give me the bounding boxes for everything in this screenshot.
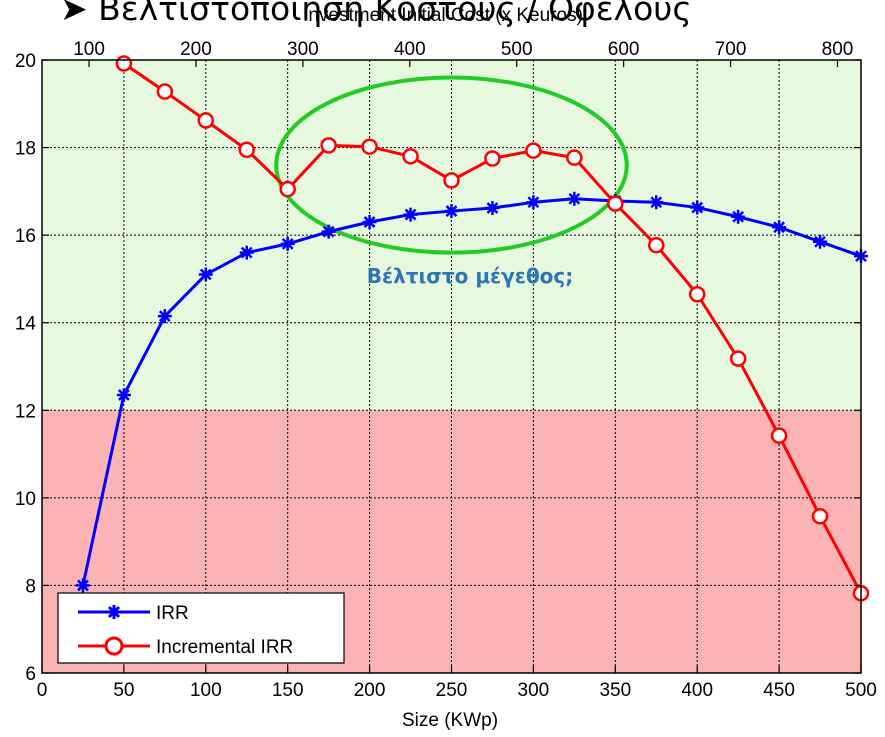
y-tick-label: 12: [15, 401, 36, 422]
data-point-incremental-irr: [115, 55, 133, 72]
highlight-ellipse: [274, 75, 629, 255]
slide-title: ➤ Βελτιστοποίηση Κόστους / Οφέλους: [60, 0, 692, 28]
x-tick-label: 500: [845, 680, 877, 701]
x2-tick-label: 700: [715, 39, 747, 60]
data-point-incremental-irr: [729, 350, 747, 367]
series-layer: [75, 55, 870, 602]
data-point-irr: [690, 200, 705, 215]
data-point-irr: [772, 220, 787, 235]
x-tick-label: 0: [37, 680, 48, 701]
data-point-irr: [116, 387, 131, 402]
data-point-irr: [649, 195, 664, 210]
data-point-incremental-irr: [607, 195, 624, 212]
x-tick-label: 450: [763, 680, 795, 701]
data-point-incremental-irr: [770, 427, 788, 444]
data-point-irr: [403, 207, 418, 222]
data-point-irr: [280, 236, 295, 251]
data-point-incremental-irr: [156, 83, 174, 100]
x-tick-label: 250: [436, 680, 468, 701]
grid: [42, 60, 861, 673]
data-point-incremental-irr: [648, 236, 665, 254]
data-point-irr: [813, 234, 828, 249]
y-tick-label: 16: [15, 226, 36, 247]
x-tick-label: 350: [599, 680, 631, 701]
data-point-irr: [362, 215, 377, 230]
data-point-incremental-irr: [361, 138, 378, 155]
tick-labels: 0 50 100 150 200 250 300 350 400 450 500 6 8 10 12 14 16…: [15, 39, 877, 701]
highlight-ellipse-layer: [274, 75, 629, 255]
data-point-irr: [198, 267, 213, 282]
data-point-incremental-irr: [811, 507, 829, 525]
legend-label-incremental-irr: Incremental IRR: [156, 637, 293, 658]
data-point-incremental-irr: [402, 148, 419, 165]
x-tick-label: 100: [190, 680, 222, 701]
data-point-irr: [239, 245, 254, 260]
x2-axis-title: Investment Initial Cost (x Keuros): [303, 5, 583, 26]
x2-tick-label: 100: [73, 39, 105, 60]
x-tick-label: 150: [272, 680, 304, 701]
x2-tick-label: 200: [180, 39, 212, 60]
y-tick-label: 14: [15, 314, 37, 335]
y-tick-label: 6: [25, 664, 36, 685]
data-point-incremental-irr: [688, 286, 706, 303]
x-tick-label: 50: [113, 680, 134, 701]
legend-marker-irr: [107, 605, 121, 619]
data-point-incremental-irr: [238, 141, 255, 159]
data-point-irr: [485, 200, 500, 215]
series-line-irr: [81, 197, 862, 586]
data-point-irr: [444, 204, 459, 219]
x-tick-label: 200: [354, 680, 386, 701]
y-tick-label: 10: [15, 489, 36, 510]
data-point-incremental-irr: [443, 172, 460, 189]
data-point-incremental-irr: [279, 180, 296, 198]
data-point-incremental-irr: [566, 149, 583, 166]
y-tick-label: 20: [15, 51, 36, 72]
x-axis-title: Size (KWp): [402, 710, 498, 731]
annotation-optimal-size: Βέλτιστο μέγεθος;: [367, 264, 574, 288]
data-point-incremental-irr: [197, 112, 215, 129]
legend-label-irr: IRR: [156, 603, 189, 624]
data-point-irr: [567, 191, 582, 206]
legend-box: [57, 592, 345, 664]
data-point-irr: [75, 578, 90, 593]
legend-marker-incremental-irr: [104, 636, 124, 656]
data-point-irr: [526, 195, 541, 210]
x2-tick-label: 800: [822, 39, 854, 60]
data-point-incremental-irr: [484, 150, 501, 167]
data-point-irr: [157, 309, 172, 324]
x2-tick-label: 600: [608, 39, 640, 60]
y-tick-label: 18: [15, 139, 36, 160]
data-point-irr: [731, 209, 746, 224]
x2-tick-label: 300: [287, 39, 319, 60]
x2-tick-label: 500: [501, 39, 533, 60]
legend: IRR Incremental IRR: [57, 592, 345, 664]
x2-tick-label: 400: [394, 39, 426, 60]
x-tick-label: 400: [681, 680, 713, 701]
data-point-incremental-irr: [320, 137, 337, 154]
axes: [41, 59, 862, 674]
y-tick-label: 8: [25, 576, 36, 597]
x-tick-label: 300: [518, 680, 550, 701]
data-point-irr: [321, 224, 336, 239]
data-point-incremental-irr: [525, 142, 542, 159]
